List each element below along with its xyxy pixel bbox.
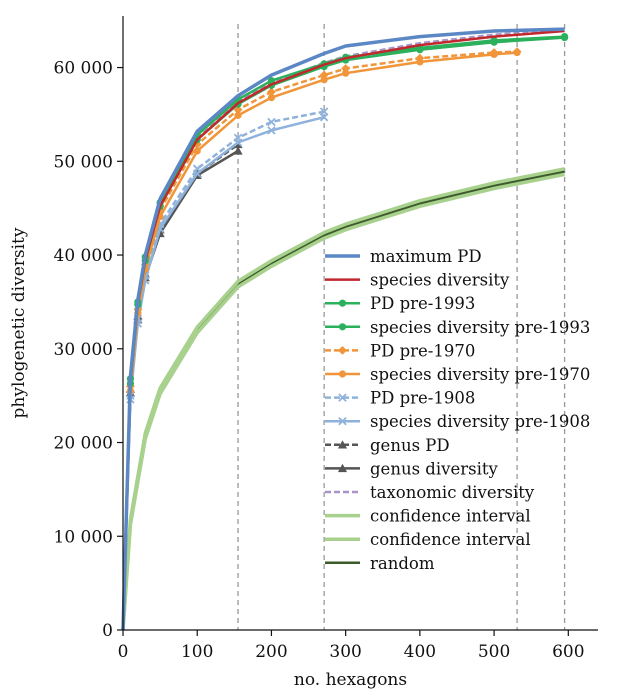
series-6 [121, 107, 329, 631]
data-point [490, 36, 498, 44]
series-line [121, 149, 239, 631]
data-point [267, 117, 276, 127]
legend-item: PD pre-1993 [325, 294, 475, 313]
series-line [121, 110, 325, 631]
legend-item: species diversity pre-1993 [325, 318, 590, 337]
legend-marker [337, 463, 348, 473]
x-tick-label: 200 [255, 642, 287, 662]
legend-item: PD pre-1970 [325, 341, 475, 360]
legend-label: genus PD [370, 436, 450, 455]
data-point [192, 164, 202, 174]
data-point [342, 69, 350, 77]
data-point [512, 47, 522, 57]
legend-item: genus PD [325, 436, 450, 455]
legend-marker [338, 323, 347, 331]
reference-lines [237, 24, 566, 630]
legend-label: confidence interval [370, 507, 531, 526]
legend-label: PD pre-1993 [370, 294, 475, 313]
legend-item: maximum PD [325, 247, 482, 266]
x-tick-label: 0 [118, 642, 129, 662]
legend-label: species diversity pre-1970 [370, 365, 590, 384]
legend-label: species diversity pre-1908 [370, 412, 590, 431]
data-point [233, 146, 243, 155]
series-7 [121, 113, 329, 631]
series-line [121, 170, 565, 631]
legend-item: species diversity [325, 271, 510, 290]
x-ticks: 0 100 200 300 400 500 600 [118, 630, 585, 662]
legend-item: genus diversity [325, 459, 498, 478]
y-ticks: 0 10 000 20 000 30 000 40 000 50 000 60 000 [54, 59, 123, 641]
legend-label: confidence interval [370, 530, 531, 549]
legend-label: species diversity pre-1993 [370, 318, 590, 337]
x-axis-title: no. hexagons [294, 670, 407, 690]
data-point [267, 126, 276, 135]
series-line [121, 115, 325, 631]
legend-label: PD pre-1908 [370, 389, 475, 408]
x-tick-label: 300 [329, 642, 361, 662]
y-tick-label: 30 000 [54, 340, 113, 360]
legend-marker [338, 346, 347, 355]
data-point [267, 93, 276, 102]
legend-label: maximum PD [370, 247, 482, 266]
legend-label: random [370, 554, 435, 573]
legend-marker [338, 370, 347, 378]
legend-item: random [325, 554, 435, 573]
data-point [415, 53, 425, 63]
series-layer [121, 27, 569, 631]
legend-marker [338, 393, 347, 402]
y-tick-label: 60 000 [54, 59, 113, 79]
y-axis-title: phylogenetic diversity [9, 227, 29, 418]
series-0 [121, 27, 565, 631]
x-tick-label: 400 [404, 642, 436, 662]
legend-marker [337, 440, 348, 449]
series-line [121, 27, 565, 631]
legend-item: taxonomic diversity [325, 483, 535, 502]
series-line [121, 167, 565, 631]
series-line [121, 143, 239, 631]
legend-label: taxonomic diversity [370, 483, 535, 502]
data-point [233, 133, 243, 143]
data-point [341, 64, 351, 73]
y-tick-label: 10 000 [54, 527, 113, 547]
series-13 [121, 170, 565, 631]
series-8 [121, 139, 243, 631]
legend-item: species diversity pre-1970 [325, 365, 590, 384]
legend-label: PD pre-1970 [370, 341, 475, 360]
data-point [234, 111, 242, 119]
data-point [320, 76, 328, 84]
data-point [319, 107, 329, 116]
x-tick-label: 600 [552, 642, 584, 662]
y-tick-label: 40 000 [54, 246, 113, 266]
legend-item: confidence interval [325, 507, 531, 526]
legend-item: species diversity pre-1908 [325, 412, 590, 431]
legend-label: genus diversity [370, 459, 498, 478]
data-point [267, 87, 276, 97]
data-point [193, 147, 201, 155]
x-tick-label: 500 [478, 642, 510, 662]
data-point [489, 48, 499, 57]
axes: 0 100 200 300 400 500 600 0 10 000 20 000 30 000 4… [9, 16, 598, 690]
legend: maximum PD species diversity PD pre-1993 sp… [325, 247, 590, 573]
legend-item: PD pre-1908 [325, 389, 475, 408]
legend-item: confidence interval [325, 530, 531, 549]
series-11 [121, 167, 565, 631]
data-point [561, 33, 569, 41]
series-9 [121, 146, 243, 631]
y-tick-label: 20 000 [54, 434, 113, 454]
y-tick-label: 50 000 [54, 152, 113, 172]
legend-marker [338, 416, 347, 426]
data-point [319, 70, 329, 80]
x-tick-label: 100 [181, 642, 213, 662]
legend-label: species diversity [370, 271, 510, 290]
y-tick-label: 0 [102, 621, 113, 641]
legend-marker [338, 299, 347, 307]
